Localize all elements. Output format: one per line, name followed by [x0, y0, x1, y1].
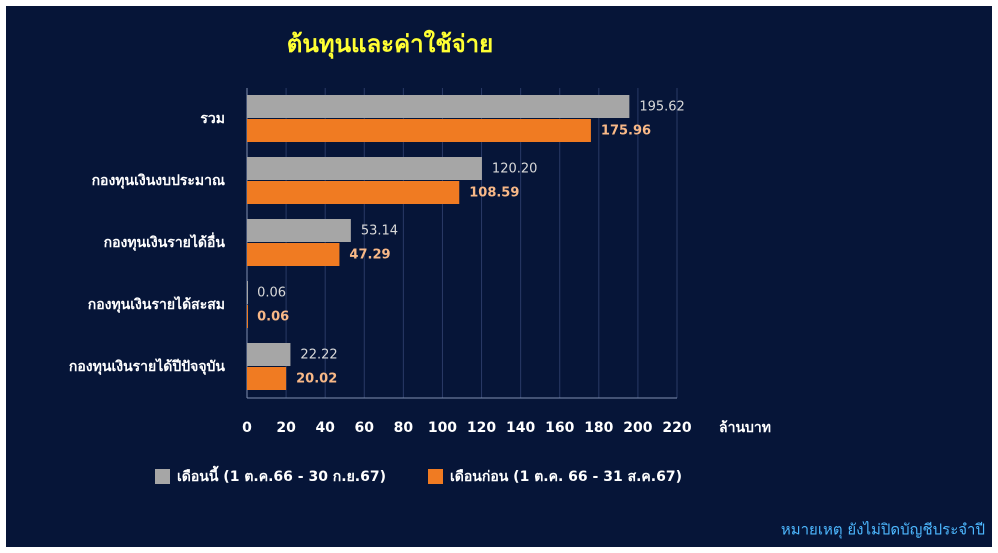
x-tick-label: 60: [355, 420, 375, 436]
y-tick-label: กองทุนเงินรายได้ปีปัจจุบัน: [69, 357, 225, 375]
note: หมายเหตุ ยังไม่ปิดบัญชีประจำปี: [781, 521, 985, 540]
y-tick-label: กองทุนเงินรายได้สะสม: [88, 295, 225, 313]
x-tick-label: 80: [394, 420, 414, 436]
bar: [247, 181, 460, 204]
value-label: 20.02: [296, 372, 337, 387]
value-label: 22.22: [300, 348, 337, 363]
bar: [247, 281, 248, 304]
x-tick-label: 180: [584, 420, 613, 436]
x-tick-label: 160: [545, 420, 574, 436]
x-axis-label: ล้านบาท: [719, 420, 771, 436]
value-label: 120.20: [492, 162, 538, 177]
value-label: 108.59: [469, 186, 519, 201]
bar: [247, 305, 248, 328]
bar: [247, 219, 351, 242]
value-label: 53.14: [361, 224, 398, 239]
legend-label: เดือนก่อน (1 ต.ค. 66 - 31 ส.ค.67): [450, 469, 682, 485]
bar: [247, 367, 287, 390]
legend-label: เดือนนี้ (1 ต.ค.66 - 30 ก.ย.67): [177, 465, 386, 485]
background: [6, 6, 992, 547]
bar: [247, 243, 340, 266]
value-label: 175.96: [601, 124, 651, 139]
bar: [247, 157, 482, 180]
x-tick-label: 20: [276, 420, 296, 436]
chart-title: ต้นทุนและค่าใช้จ่าย: [287, 29, 493, 60]
value-label: 0.06: [257, 310, 289, 325]
bar: [247, 343, 291, 366]
bar: [247, 95, 630, 118]
x-tick-label: 100: [428, 420, 457, 436]
bar: [247, 119, 591, 142]
y-tick-label: กองทุนเงินรายได้อื่น: [104, 232, 226, 251]
x-tick-label: 140: [506, 420, 535, 436]
x-tick-label: 220: [662, 420, 691, 436]
legend-swatch: [155, 469, 170, 484]
y-tick-label: รวม: [200, 111, 225, 127]
x-tick-label: 40: [315, 420, 335, 436]
legend-swatch: [428, 469, 443, 484]
value-label: 195.62: [639, 100, 685, 115]
y-tick-label: กองทุนเงินงบประมาณ: [92, 173, 225, 189]
x-tick-label: 200: [623, 420, 652, 436]
value-label: 0.06: [257, 286, 286, 301]
value-label: 47.29: [349, 248, 390, 263]
x-tick-label: 120: [467, 420, 496, 436]
x-tick-label: 0: [242, 420, 252, 436]
